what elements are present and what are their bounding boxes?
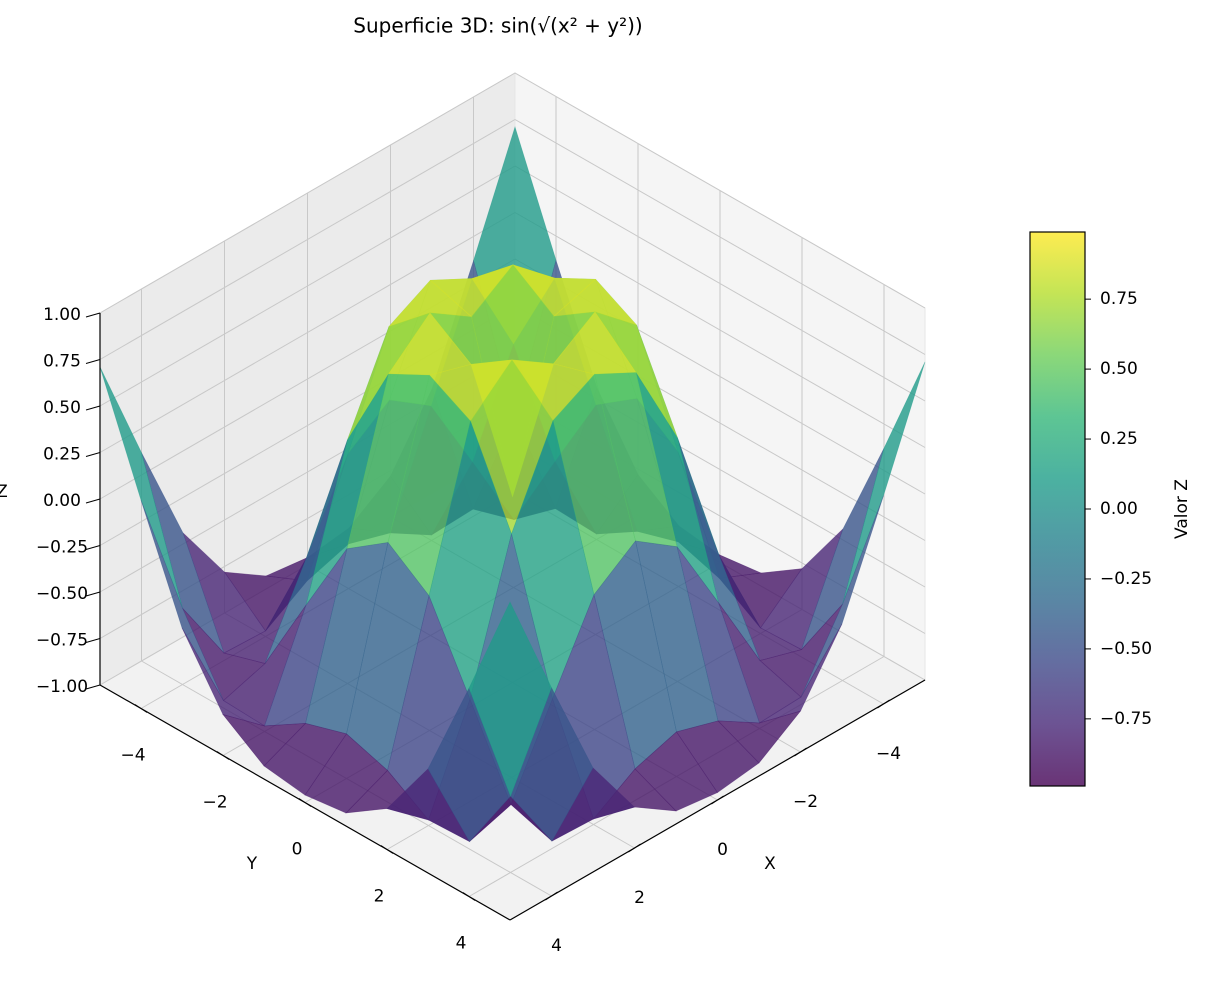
colorbar-title: Valor Z bbox=[1172, 479, 1192, 539]
z-tick-label: 0.25 bbox=[43, 445, 81, 465]
grid-line bbox=[99, 119, 516, 360]
z-tick-label: 0.50 bbox=[43, 398, 81, 418]
x-tick bbox=[711, 795, 724, 805]
z-tick-label: −1.00 bbox=[36, 677, 88, 697]
z-tick bbox=[85, 591, 101, 597]
y-tick-label: 2 bbox=[374, 887, 385, 907]
y-tick bbox=[298, 798, 312, 807]
y-tick bbox=[380, 845, 394, 854]
y-tick-label: 4 bbox=[456, 934, 467, 954]
colorbar bbox=[1029, 231, 1086, 787]
grid-line bbox=[514, 119, 926, 355]
x-tick bbox=[545, 891, 558, 901]
z-axis-title: Z bbox=[0, 482, 8, 502]
x-tick bbox=[877, 699, 890, 709]
z-tick-label: 0.75 bbox=[43, 352, 81, 372]
colorbar-tick-label: −0.50 bbox=[1100, 639, 1152, 659]
x-tick bbox=[628, 843, 641, 853]
colorbar-tick-label: −0.25 bbox=[1100, 569, 1152, 589]
y-tick-label: −4 bbox=[120, 746, 145, 766]
x-axis-title: X bbox=[764, 854, 776, 874]
z-tick-label: 1.00 bbox=[43, 305, 81, 325]
x-tick-label: −4 bbox=[876, 744, 901, 764]
colorbar-tick-label: −0.75 bbox=[1100, 709, 1152, 729]
x-tick-label: 0 bbox=[717, 840, 728, 860]
y-tick-label: 0 bbox=[292, 840, 303, 860]
z-tick-label: −0.25 bbox=[36, 538, 88, 558]
colorbar-tick-label: 0.50 bbox=[1100, 359, 1138, 379]
colorbar-tick-label: 0.25 bbox=[1100, 429, 1138, 449]
chart-title: Superficie 3D: sin(√(x² + y²)) bbox=[353, 14, 642, 38]
colorbar-tick-label: 0.00 bbox=[1100, 499, 1138, 519]
z-tick bbox=[85, 452, 101, 457]
grid-line bbox=[514, 212, 926, 448]
y-tick bbox=[462, 892, 476, 901]
grid-line bbox=[99, 165, 516, 407]
y-tick bbox=[216, 751, 230, 760]
z-tick bbox=[85, 545, 101, 550]
z-tick-label: −0.50 bbox=[36, 584, 88, 604]
grid-line bbox=[514, 165, 926, 402]
y-tick bbox=[134, 704, 148, 713]
surface-patch bbox=[468, 601, 552, 798]
y-axis-title: Y bbox=[246, 854, 258, 874]
z-tick bbox=[85, 359, 101, 364]
x-tick-label: 4 bbox=[551, 936, 562, 956]
grid-line bbox=[99, 212, 516, 453]
z-tick bbox=[85, 684, 101, 690]
colorbar-tick-label: 0.75 bbox=[1100, 289, 1138, 309]
z-tick bbox=[85, 498, 101, 504]
z-tick bbox=[85, 312, 101, 318]
x-tick bbox=[794, 747, 807, 757]
z-tick-label: 0.00 bbox=[43, 491, 81, 511]
y-tick-label: −2 bbox=[202, 793, 227, 813]
z-tick bbox=[85, 638, 101, 643]
z-tick-label: −0.75 bbox=[36, 631, 88, 651]
grid-line bbox=[99, 72, 516, 314]
z-tick bbox=[85, 405, 101, 411]
x-tick-label: −2 bbox=[793, 792, 818, 812]
x-tick-label: 2 bbox=[634, 888, 645, 908]
grid-line bbox=[514, 72, 926, 309]
